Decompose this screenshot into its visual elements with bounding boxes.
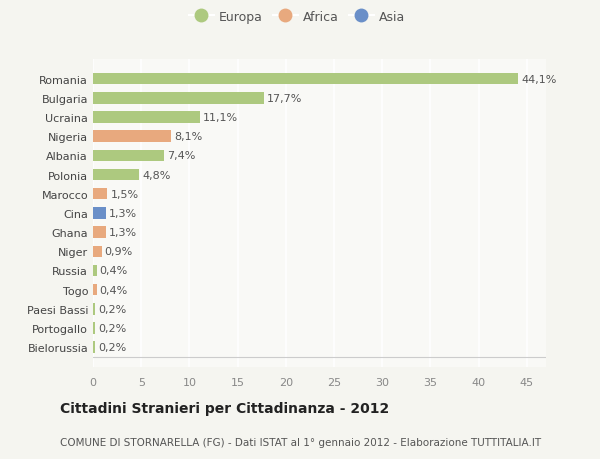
Text: 0,9%: 0,9% <box>104 247 133 257</box>
Text: 0,4%: 0,4% <box>100 285 128 295</box>
Bar <box>93 207 106 219</box>
Text: 11,1%: 11,1% <box>203 113 238 123</box>
Text: 0,2%: 0,2% <box>98 304 126 314</box>
Bar <box>93 246 101 257</box>
Text: 8,1%: 8,1% <box>174 132 202 142</box>
Text: COMUNE DI STORNARELLA (FG) - Dati ISTAT al 1° gennaio 2012 - Elaborazione TUTTIT: COMUNE DI STORNARELLA (FG) - Dati ISTAT … <box>60 437 541 448</box>
Bar <box>93 303 95 315</box>
Bar <box>93 227 106 238</box>
Bar <box>93 323 95 334</box>
Bar <box>93 265 97 277</box>
Text: 0,2%: 0,2% <box>98 342 126 353</box>
Text: 1,3%: 1,3% <box>109 208 137 218</box>
Text: 0,2%: 0,2% <box>98 323 126 333</box>
Bar <box>93 342 95 353</box>
Text: 0,4%: 0,4% <box>100 266 128 276</box>
Text: 1,5%: 1,5% <box>110 189 139 199</box>
Text: Cittadini Stranieri per Cittadinanza - 2012: Cittadini Stranieri per Cittadinanza - 2… <box>60 402 389 415</box>
Bar <box>93 169 139 181</box>
Bar <box>93 284 97 296</box>
Text: 44,1%: 44,1% <box>521 74 556 84</box>
Bar <box>93 73 518 85</box>
Bar <box>93 189 107 200</box>
Text: 7,4%: 7,4% <box>167 151 196 161</box>
Text: 4,8%: 4,8% <box>142 170 170 180</box>
Bar <box>93 93 263 104</box>
Bar <box>93 150 164 162</box>
Text: 17,7%: 17,7% <box>266 94 302 104</box>
Legend: Europa, Africa, Asia: Europa, Africa, Asia <box>189 11 405 23</box>
Bar <box>93 131 171 143</box>
Text: 1,3%: 1,3% <box>109 228 137 238</box>
Bar <box>93 112 200 123</box>
